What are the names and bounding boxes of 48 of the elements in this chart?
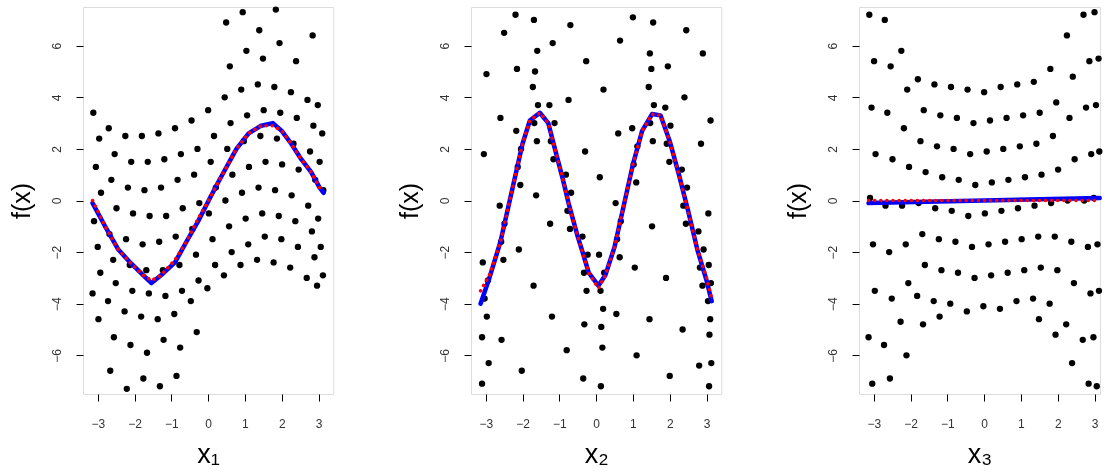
x-tick-label: −3: [91, 416, 106, 431]
y-tick-label: 2: [49, 145, 64, 153]
x-tick-label: 3: [1091, 416, 1099, 431]
x-tick-label: 1: [242, 416, 250, 431]
x-tick-label: −2: [516, 416, 531, 431]
y-tick-label: 6: [437, 42, 452, 50]
x-tick-label: −3: [479, 416, 494, 431]
x-tick-label: 3: [315, 416, 323, 431]
y-axis-title: f(x): [782, 182, 811, 220]
x-tick-label: −1: [552, 416, 567, 431]
x-tick-label: 2: [1054, 416, 1062, 431]
x-tick-label: 0: [981, 416, 989, 431]
y-tick-label: −2: [825, 245, 840, 260]
y-tick-label: 4: [49, 94, 64, 102]
x-tick-label: −3: [867, 416, 882, 431]
y-tick-label: 2: [825, 145, 840, 153]
y-tick-label: 4: [825, 94, 840, 102]
x-tick-label: −2: [128, 416, 143, 431]
y-tick-label: −4: [49, 297, 64, 312]
y-tick-label: 0: [437, 197, 452, 205]
x-axis-title: x₃: [967, 438, 993, 469]
y-tick-label: −4: [825, 297, 840, 312]
y-tick-label: 4: [437, 94, 452, 102]
x-tick-label: 2: [278, 416, 286, 431]
x-tick-label: −1: [940, 416, 955, 431]
x-tick-label: −2: [904, 416, 919, 431]
x-tick-label: 0: [593, 416, 601, 431]
y-tick-label: 6: [49, 42, 64, 50]
x-tick-label: 1: [1018, 416, 1026, 431]
y-axis-title: f(x): [6, 182, 35, 220]
x-axis-title: x₁: [197, 438, 220, 469]
x-tick-label: 0: [205, 416, 213, 431]
y-tick-label: 2: [437, 145, 452, 153]
x-axis-title: x₂: [584, 438, 609, 469]
y-tick-label: −2: [49, 245, 64, 260]
x-tick-label: 1: [630, 416, 638, 431]
y-tick-label: −6: [49, 348, 64, 363]
y-tick-label: 0: [825, 197, 840, 205]
y-tick-label: −6: [437, 348, 452, 363]
y-tick-label: 0: [49, 197, 64, 205]
y-axis-title: f(x): [394, 182, 423, 220]
x-tick-label: 2: [666, 416, 674, 431]
y-tick-label: −4: [437, 297, 452, 312]
x-tick-label: −1: [164, 416, 179, 431]
x-tick-label: 3: [703, 416, 711, 431]
y-tick-label: −2: [437, 245, 452, 260]
y-tick-label: −6: [825, 348, 840, 363]
y-tick-label: 6: [825, 42, 840, 50]
